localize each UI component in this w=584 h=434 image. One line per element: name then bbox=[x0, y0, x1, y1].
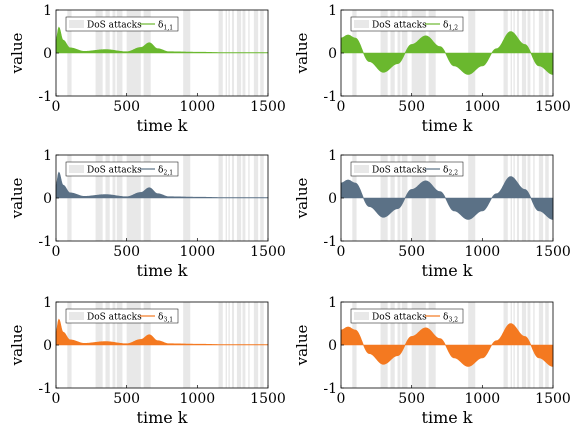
x-axis-label: time k bbox=[422, 408, 473, 427]
x-tick-label: 500 bbox=[398, 99, 425, 115]
x-tick-label: 0 bbox=[337, 99, 346, 115]
legend-box bbox=[65, 16, 179, 32]
legend-series-label: δ bbox=[443, 166, 448, 176]
x-tick-label: 500 bbox=[398, 244, 425, 260]
legend-series-label: δ bbox=[158, 166, 163, 176]
x-tick-label: 1500 bbox=[535, 244, 571, 260]
legend-series-label: δ bbox=[443, 313, 448, 323]
x-tick-label: 1500 bbox=[250, 99, 286, 115]
x-tick-label: 0 bbox=[337, 391, 346, 407]
x-tick-label: 0 bbox=[52, 244, 61, 260]
x-tick-label: 0 bbox=[337, 244, 346, 260]
legend-box bbox=[350, 161, 464, 177]
legend-dos-swatch bbox=[69, 165, 84, 173]
legend-box bbox=[65, 161, 179, 177]
y-tick-label: 1 bbox=[43, 148, 52, 164]
x-tick-label: 1000 bbox=[465, 244, 501, 260]
legend-series-subscript: 2,1 bbox=[164, 170, 174, 177]
legend-dos-label: DoS attacks bbox=[87, 313, 142, 323]
legend-series-label: δ bbox=[158, 313, 163, 323]
y-tick-label: -1 bbox=[323, 234, 337, 250]
y-axis-label: value bbox=[293, 325, 311, 367]
x-tick-label: 500 bbox=[398, 391, 425, 407]
y-tick-label: 0 bbox=[43, 338, 52, 354]
x-tick-label: 1000 bbox=[180, 99, 216, 115]
legend-dos-swatch bbox=[69, 20, 84, 28]
x-axis-label: time k bbox=[137, 261, 188, 280]
y-tick-label: 1 bbox=[328, 148, 337, 164]
x-tick-label: 1000 bbox=[180, 244, 216, 260]
signal-area bbox=[55, 171, 269, 199]
x-tick-label: 1500 bbox=[535, 99, 571, 115]
legend-dos-label: DoS attacks bbox=[87, 166, 142, 176]
legend-series-subscript: 3,1 bbox=[164, 317, 174, 324]
x-axis-label: time k bbox=[137, 116, 188, 135]
legend-dos-swatch bbox=[354, 165, 369, 173]
legend-series-label: δ bbox=[443, 21, 448, 31]
legend-box bbox=[65, 308, 179, 324]
x-tick-label: 0 bbox=[52, 99, 61, 115]
x-tick-label: 0 bbox=[52, 391, 61, 407]
y-axis-label: value bbox=[293, 178, 311, 220]
x-tick-label: 1000 bbox=[180, 391, 216, 407]
x-axis-label: time k bbox=[422, 116, 473, 135]
legend-box bbox=[350, 16, 464, 32]
x-tick-label: 1000 bbox=[465, 391, 501, 407]
y-tick-label: 1 bbox=[328, 295, 337, 311]
y-axis-label: value bbox=[293, 33, 311, 75]
legend-dos-label: DoS attacks bbox=[372, 21, 427, 31]
x-tick-label: 500 bbox=[113, 99, 140, 115]
x-tick-label: 500 bbox=[113, 244, 140, 260]
signal-area bbox=[55, 26, 269, 54]
y-tick-label: -1 bbox=[38, 381, 52, 397]
legend-dos-label: DoS attacks bbox=[372, 166, 427, 176]
y-tick-label: -1 bbox=[38, 234, 52, 250]
x-tick-label: 500 bbox=[113, 391, 140, 407]
y-tick-label: 0 bbox=[328, 46, 337, 62]
x-axis-label: time k bbox=[137, 408, 188, 427]
y-tick-label: 0 bbox=[328, 338, 337, 354]
y-axis-label: value bbox=[8, 325, 26, 367]
y-tick-label: -1 bbox=[38, 89, 52, 105]
x-tick-label: 1500 bbox=[250, 244, 286, 260]
y-tick-label: 1 bbox=[43, 295, 52, 311]
legend-box bbox=[350, 308, 464, 324]
x-tick-label: 1500 bbox=[535, 391, 571, 407]
signal-area bbox=[340, 323, 554, 367]
y-axis-label: value bbox=[8, 178, 26, 220]
signal-area bbox=[340, 31, 554, 75]
legend-series-subscript: 3,2 bbox=[449, 317, 459, 324]
legend-dos-swatch bbox=[69, 312, 84, 320]
y-tick-label: 1 bbox=[328, 3, 337, 19]
y-tick-label: 1 bbox=[43, 3, 52, 19]
y-tick-label: 0 bbox=[43, 191, 52, 207]
y-tick-label: -1 bbox=[323, 381, 337, 397]
legend-series-label: δ bbox=[158, 21, 163, 31]
y-axis-label: value bbox=[8, 33, 26, 75]
x-tick-label: 1500 bbox=[250, 391, 286, 407]
legend-dos-label: DoS attacks bbox=[87, 21, 142, 31]
legend-series-subscript: 1,2 bbox=[449, 25, 459, 32]
y-tick-label: 0 bbox=[328, 191, 337, 207]
y-tick-label: -1 bbox=[323, 89, 337, 105]
x-tick-label: 1000 bbox=[465, 99, 501, 115]
y-tick-label: 0 bbox=[43, 46, 52, 62]
x-axis-label: time k bbox=[422, 261, 473, 280]
legend-dos-swatch bbox=[354, 312, 369, 320]
signal-area bbox=[340, 176, 554, 220]
legend-dos-swatch bbox=[354, 20, 369, 28]
legend-dos-label: DoS attacks bbox=[372, 313, 427, 323]
legend-series-subscript: 2,2 bbox=[449, 170, 459, 177]
signal-area bbox=[55, 318, 269, 346]
legend-series-subscript: 1,1 bbox=[164, 25, 174, 32]
